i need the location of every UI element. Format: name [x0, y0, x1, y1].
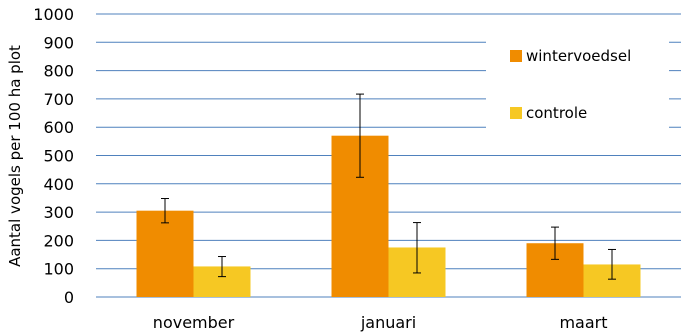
legend-swatch-wintervoedsel — [510, 50, 522, 62]
error-bars — [161, 93, 616, 280]
y-tick-label-900: 900 — [43, 33, 74, 52]
y-tick-label-700: 700 — [43, 90, 74, 109]
y-tick-label-800: 800 — [43, 62, 74, 81]
legend-label-wintervoedsel: wintervoedsel — [526, 47, 631, 65]
x-tick-label-maart: maart — [559, 313, 607, 332]
y-tick-label-300: 300 — [43, 203, 74, 222]
legend-label-controle: controle — [526, 104, 587, 122]
x-tick-label-januari: januari — [360, 313, 416, 332]
x-tick-label-november: november — [153, 313, 235, 332]
error-bar-controle-november — [218, 256, 226, 278]
x-axis-ticks: november januari maart — [153, 313, 608, 332]
y-tick-label-200: 200 — [43, 231, 74, 250]
y-tick-label-600: 600 — [43, 118, 74, 137]
error-bar-wintervoedsel-maart — [551, 226, 559, 260]
y-tick-label-500: 500 — [43, 147, 74, 166]
y-axis-ticks: 0 100 200 300 400 500 600 700 800 900 1000 — [33, 5, 74, 307]
error-bar-wintervoedsel-januari — [356, 93, 364, 178]
bar-wintervoedsel-november — [136, 210, 194, 297]
y-tick-label-400: 400 — [43, 175, 74, 194]
y-tick-label-1000: 1000 — [33, 5, 74, 24]
legend: wintervoedsel controle — [486, 30, 669, 150]
error-bar-controle-januari — [413, 222, 421, 274]
error-bar-wintervoedsel-november — [161, 198, 169, 224]
y-tick-label-100: 100 — [43, 260, 74, 279]
y-axis-label: Aantal vogels per 100 ha plot — [6, 45, 24, 267]
y-tick-label-0: 0 — [64, 288, 74, 307]
error-bar-controle-maart — [608, 248, 616, 280]
bars — [136, 135, 641, 297]
legend-swatch-controle — [510, 107, 522, 119]
